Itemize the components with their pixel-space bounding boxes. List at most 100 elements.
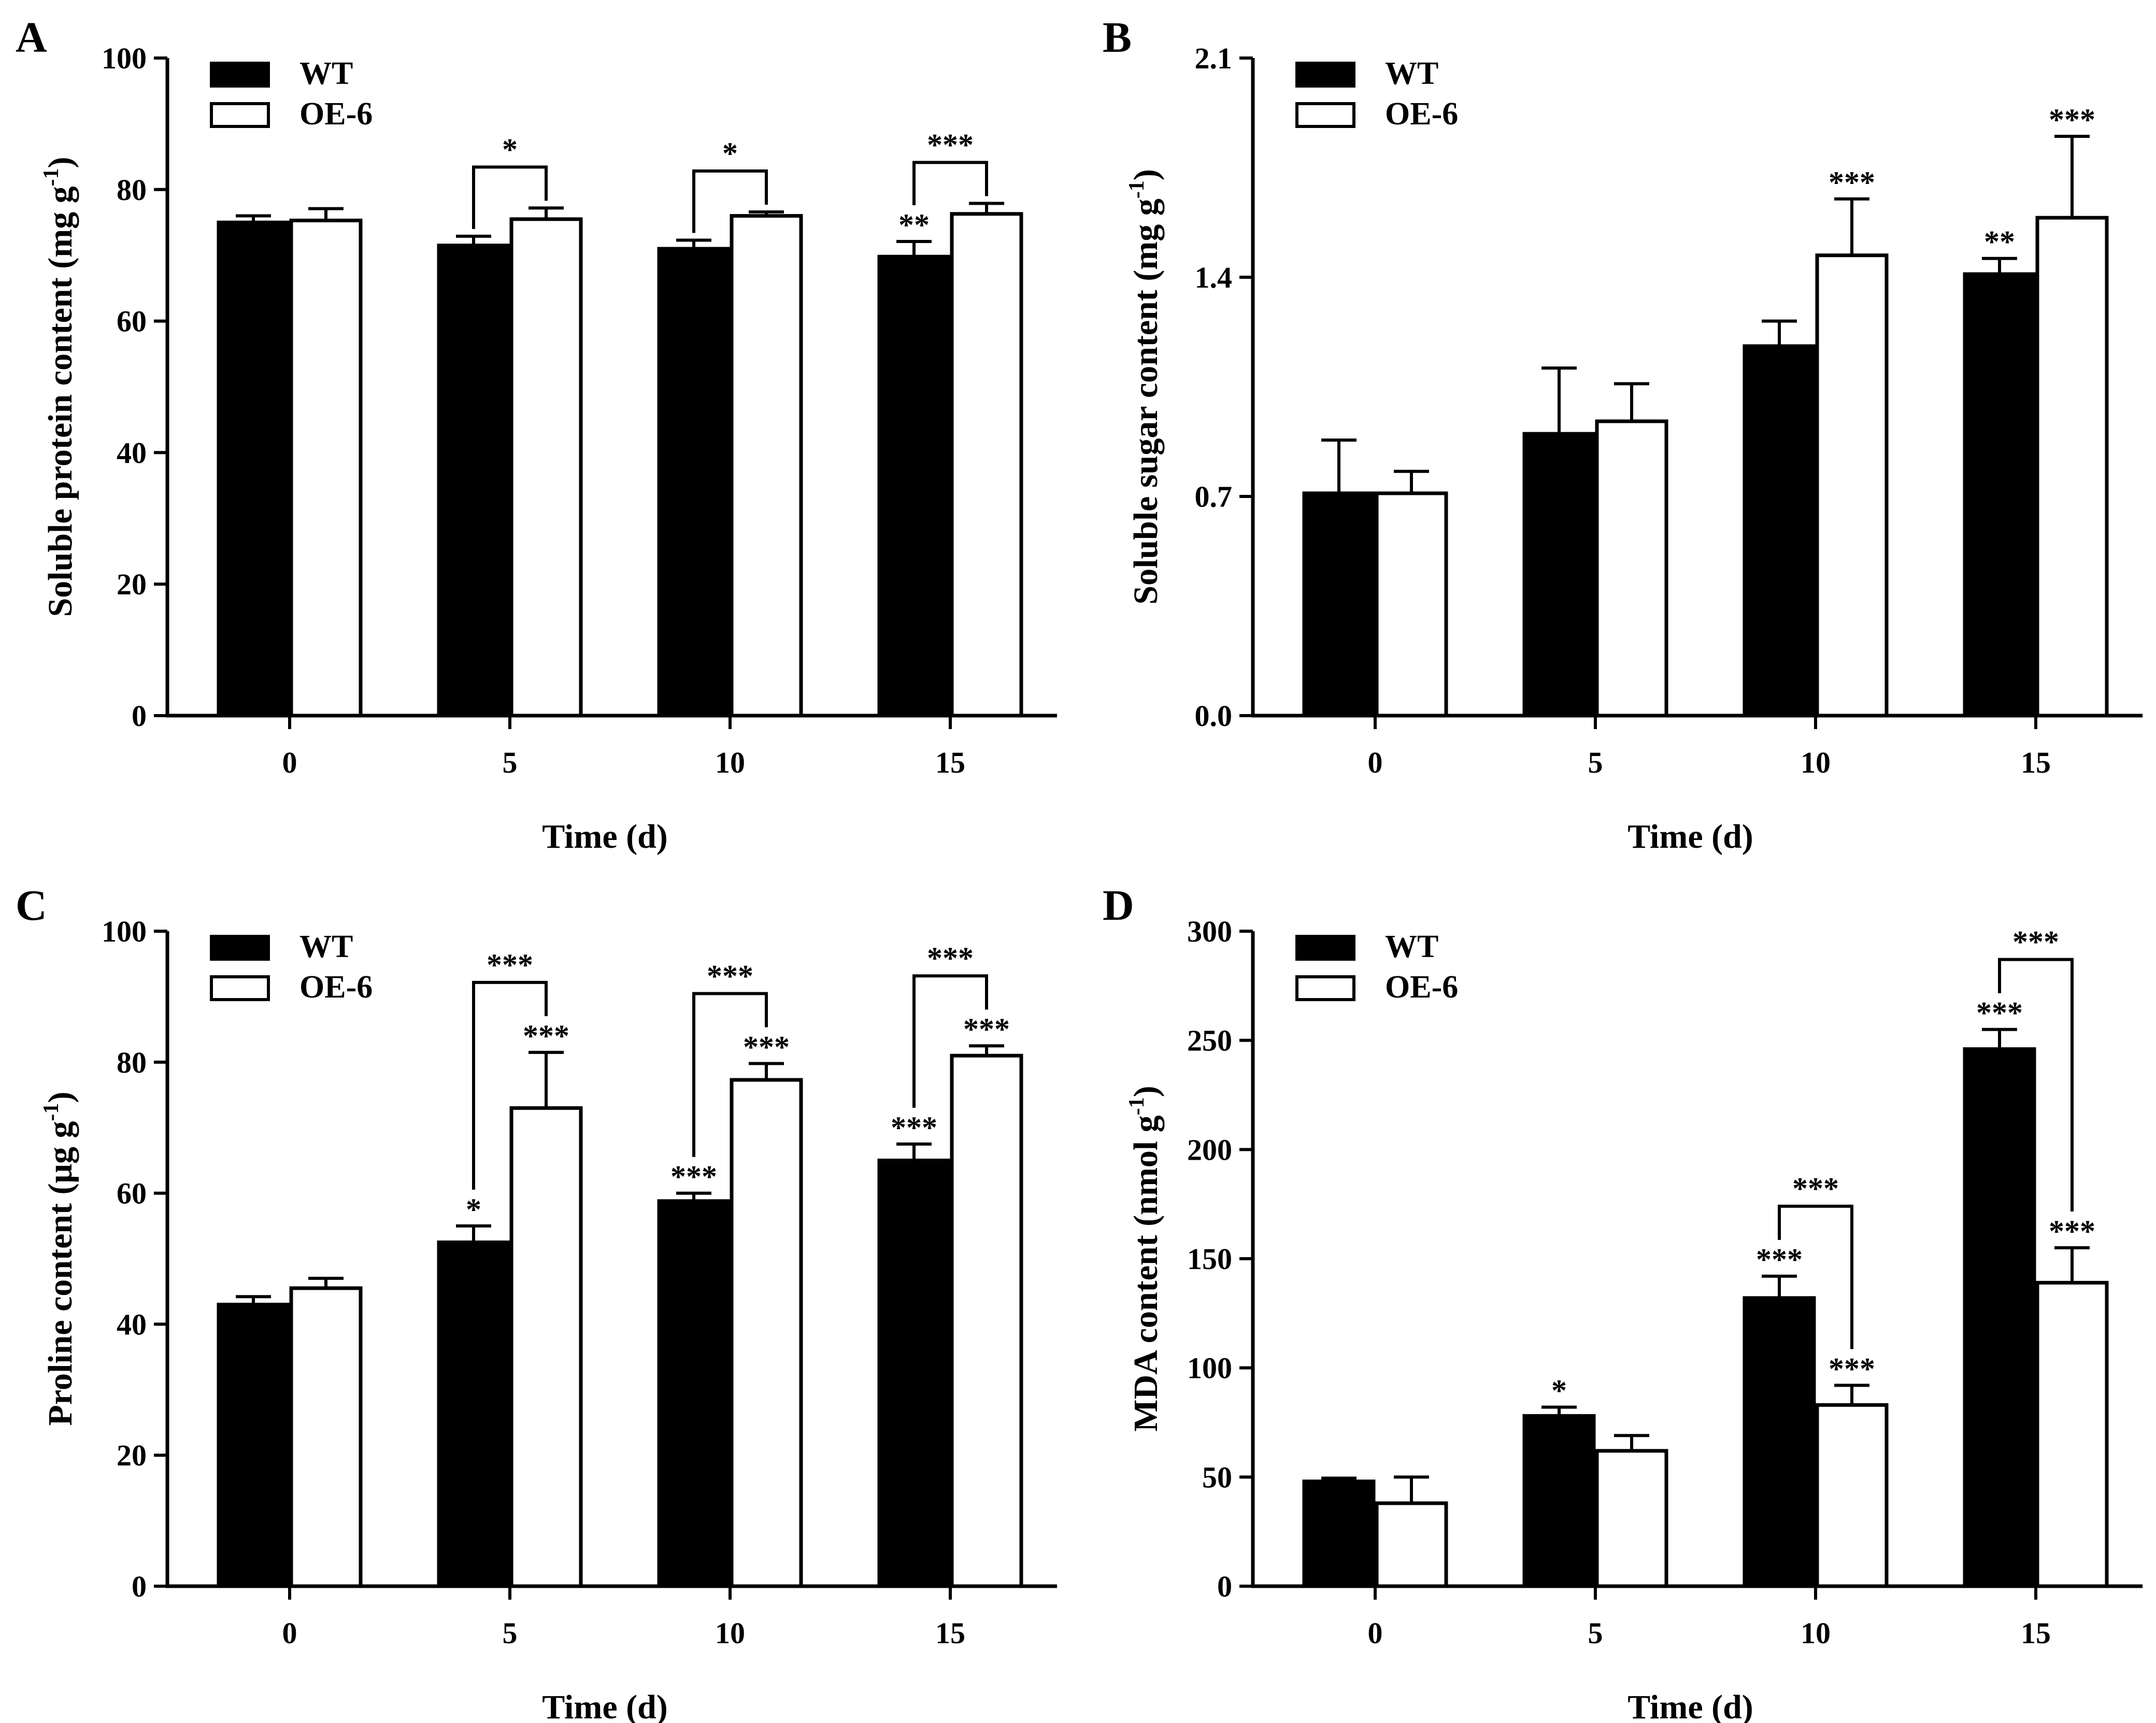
legend-label: WT [299,56,353,91]
y-axis-title: Soluble protein content (mg g-1) [39,156,79,617]
y-axis-title-sup: -1 [39,1103,63,1121]
bar-oe6 [1375,491,1448,718]
bar-oe6 [509,217,583,718]
y-tick-label: 60 [117,1177,147,1211]
legend-label: OE-6 [299,96,373,132]
significance-label: * [466,1192,481,1227]
bar-wt [217,1302,290,1588]
y-tick-label: 80 [117,1046,147,1079]
bar-oe6 [1595,1449,1668,1588]
significance-label: *** [2049,1214,2095,1248]
comparison-bracket [692,169,768,233]
x-tick-label: 5 [503,1616,518,1650]
bar-oe6 [1595,419,1668,718]
x-tick-label: 0 [282,1616,297,1650]
significance-label: *** [523,1019,569,1053]
legend-label: OE-6 [1385,970,1458,1005]
bar-wt [657,247,731,718]
y-tick-label: 100 [102,915,147,948]
panel-letter: B [1103,13,1132,62]
y-tick-label: 50 [1202,1460,1232,1494]
bar-oe6 [1375,1501,1448,1588]
x-tick-label: 0 [282,746,297,779]
significance-label: *** [1976,996,2023,1030]
bar-oe6 [509,1106,583,1588]
x-tick-label: 5 [503,746,518,779]
significance-label: ** [898,208,930,242]
y-axis-title-text: Soluble sugar content (mg g [1127,198,1165,605]
legend-label: OE-6 [1385,96,1458,132]
x-tick-label: 15 [935,1616,965,1650]
significance-label: *** [743,1030,790,1064]
bar-oe6 [730,214,803,718]
x-tick-label: 10 [1801,746,1831,779]
bar-wt [1743,344,1816,718]
x-tick-label: 15 [2021,746,2051,779]
y-axis-title-close: ) [41,1092,79,1103]
legend-label: OE-6 [299,970,373,1005]
comparison-bracket [472,165,548,229]
y-tick-label: 0 [1217,1570,1232,1603]
bar-wt [1522,1414,1596,1588]
legend-swatch-oe6 [210,102,270,128]
comparison-bracket [692,992,768,1157]
bar-oe6 [730,1078,803,1588]
panel-letter: A [16,13,47,62]
bracket-label: *** [487,948,533,982]
bar-wt [1743,1296,1816,1588]
comparison-bracket [1778,1204,1853,1349]
bar-oe6 [1815,253,1889,718]
y-tick-label: 200 [1187,1133,1232,1166]
bar-oe6 [950,1053,1023,1588]
y-axis-title: Soluble sugar content (mg g-1) [1125,169,1165,604]
bar-wt [437,1240,510,1588]
x-tick-label: 0 [1368,1616,1383,1650]
bar-oe6 [2035,1280,2109,1588]
x-axis-title: Time (d) [1627,818,1753,856]
y-tick-label: 2.1 [1195,41,1233,75]
y-tick-label: 250 [1187,1024,1232,1058]
y-tick-label: 40 [117,1307,147,1341]
bar-wt [1522,432,1596,718]
y-axis-title-text: Soluble protein content (mg g [41,186,79,617]
y-tick-label: 20 [117,567,147,601]
y-tick-label: 0.0 [1195,699,1233,733]
bar-wt [1963,1047,2036,1588]
x-tick-label: 10 [1801,1616,1831,1650]
y-axis-title-text: Proline content (μg g [41,1121,79,1426]
y-axis-title-close: ) [41,156,79,168]
y-axis-title-close: ) [1127,169,1165,180]
legend-swatch-wt [210,62,270,88]
significance-label: *** [2049,103,2095,137]
bracket-label: *** [1792,1172,1839,1206]
y-axis-title-sup: -1 [1125,180,1149,198]
bar-wt [657,1199,731,1588]
y-tick-label: 100 [102,41,147,75]
significance-label: *** [1756,1243,1803,1277]
panel-letter: D [1103,881,1134,930]
y-tick-label: 80 [117,173,147,207]
x-tick-label: 0 [1368,746,1383,779]
bracket-label: *** [927,941,974,975]
legend-swatch-wt [1295,935,1355,961]
bracket-label: * [722,136,738,170]
x-axis-title: Time (d) [1627,1688,1753,1723]
bar-wt [1963,272,2036,718]
x-tick-label: 15 [935,746,965,779]
bracket-label: *** [707,959,753,993]
panel-b: B 0.0 0.7 1.4 2.1 Soluble sugar content (mg g… [1103,13,2143,856]
bracket-label: *** [2012,925,2059,959]
y-axis-title: MDA content (nmol g-1) [1125,1086,1165,1431]
y-axis-title-text: MDA content (nmol g [1127,1115,1165,1431]
comparison-bracket [912,161,988,206]
significance-label: *** [1829,1351,1875,1386]
bar-wt [877,254,951,718]
comparison-bracket [912,974,988,1108]
legend-swatch-wt [210,935,270,961]
bar-wt [1302,1479,1376,1588]
comparison-bracket [1998,958,2074,1212]
y-tick-label: 60 [117,305,147,338]
x-tick-label: 10 [715,746,745,779]
bar-oe6 [2035,216,2109,718]
